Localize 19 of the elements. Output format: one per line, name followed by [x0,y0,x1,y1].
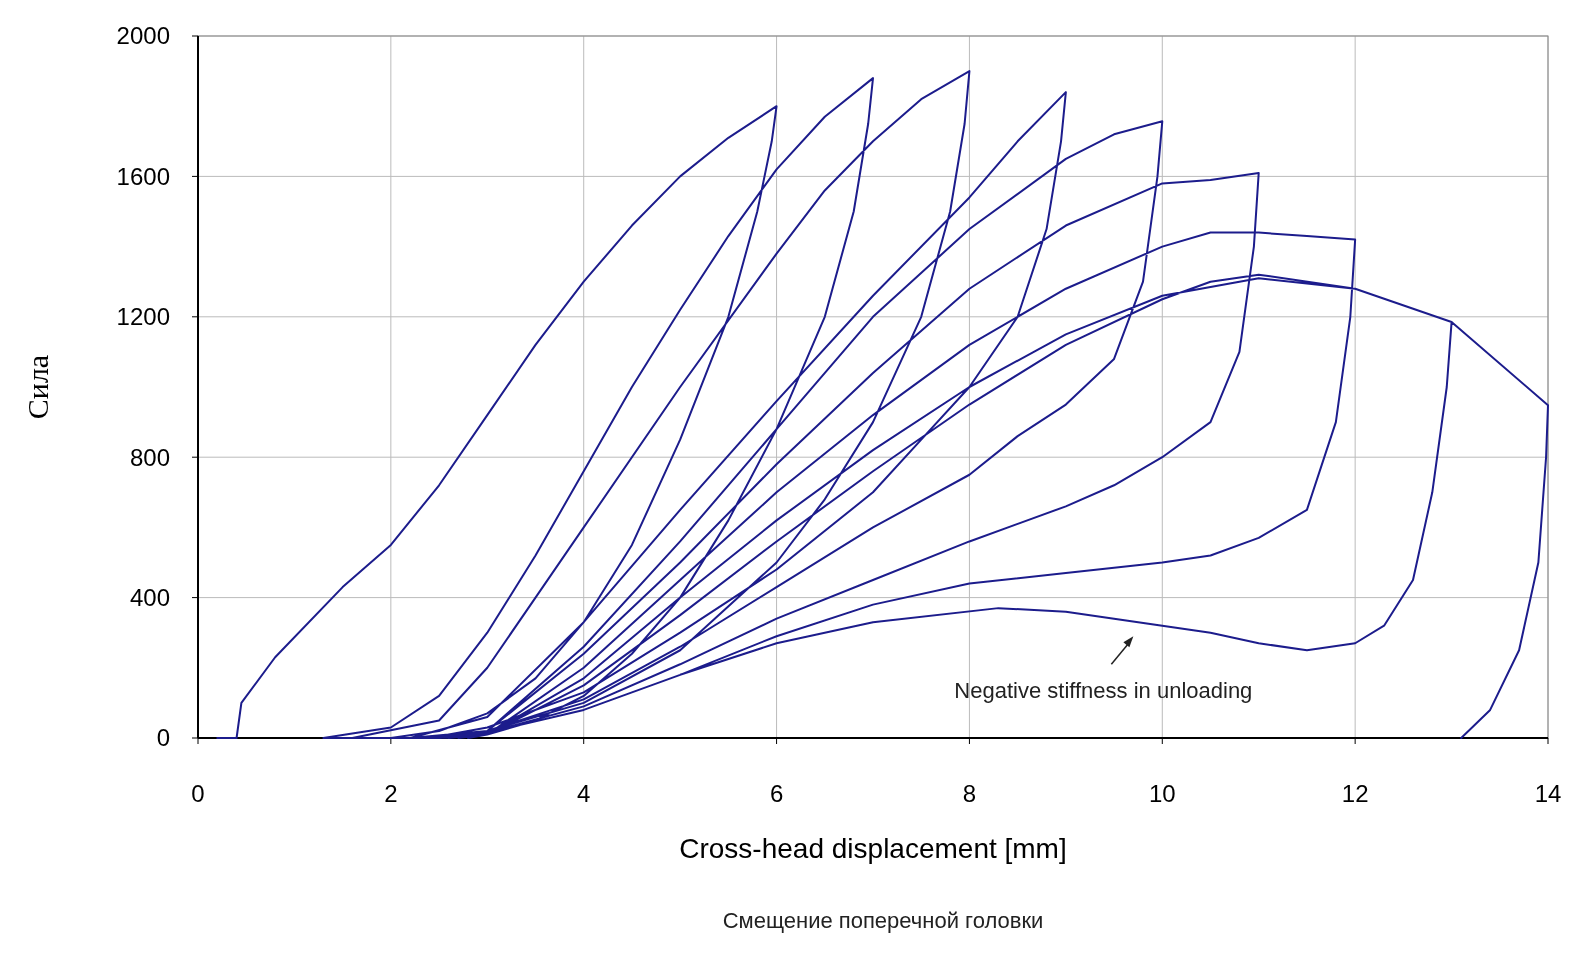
x-tick-label: 10 [1148,780,1176,807]
x-tick-label: 6 [769,780,784,807]
y-tick-label: 1600 [116,162,170,190]
y-tick-label: 1200 [116,303,170,331]
x-axis-title: Cross-head displacement [mm] [679,833,1067,864]
x-tick-label: 0 [191,780,205,807]
x-tick-label: 4 [577,780,591,807]
x-tick-label: 8 [962,780,977,807]
annotation: Negative stiffness in unloading [954,678,1253,704]
line-series [216,70,1549,739]
x-tick-label: 2 [384,780,398,807]
y-tick-label: 800 [129,443,170,471]
x-tick-label: 12 [1341,780,1369,807]
y-tick-label: 0 [156,724,170,752]
x-tick-label: 14 [1534,780,1562,807]
text: Смещение поперечной головки [722,908,1044,933]
y-axis-title: Сила [21,354,54,420]
y-tick-label: 400 [129,584,170,611]
y-tick-label: 2000 [116,22,170,50]
